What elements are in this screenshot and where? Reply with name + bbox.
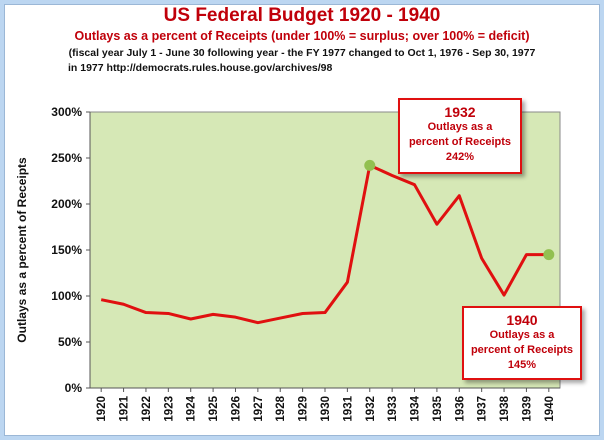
x-tick-label: 1929 bbox=[298, 396, 310, 422]
callout-1932-year: 1932 bbox=[444, 104, 476, 120]
y-tick-label: 250% bbox=[51, 151, 82, 165]
callout-1940: 1940 Outlays as a percent of Receipts 14… bbox=[462, 306, 582, 380]
x-tick-label: 1926 bbox=[230, 396, 242, 422]
callout-1932-line1: Outlays as a bbox=[427, 121, 493, 133]
callout-1932-line2: percent of Receipts bbox=[408, 136, 512, 148]
x-tick-label: 1931 bbox=[342, 395, 354, 421]
x-tick-label: 1935 bbox=[432, 395, 444, 421]
callout-1940-year: 1940 bbox=[506, 312, 538, 328]
callout-1940-line1: Outlays as a bbox=[489, 329, 555, 341]
x-tick-label: 1937 bbox=[477, 396, 489, 422]
callout-1940-line2: percent of Receipts bbox=[470, 344, 574, 356]
x-tick-label: 1939 bbox=[521, 396, 533, 422]
x-tick-label: 1936 bbox=[454, 396, 466, 422]
x-tick-label: 1930 bbox=[320, 396, 332, 422]
x-tick-label: 1923 bbox=[163, 396, 175, 422]
y-tick-label: 200% bbox=[51, 197, 82, 211]
x-tick-label: 1928 bbox=[275, 395, 287, 421]
x-tick-label: 1934 bbox=[410, 395, 422, 421]
x-tick-label: 1933 bbox=[387, 396, 399, 422]
x-tick-label: 1940 bbox=[544, 396, 556, 422]
series-line bbox=[100, 163, 549, 325]
y-tick-label: 50% bbox=[58, 335, 82, 349]
fiscal-year-note: (fiscal year July 1 - June 30 following … bbox=[68, 47, 536, 59]
x-tick-label: 1924 bbox=[186, 395, 198, 421]
marker-1940 bbox=[543, 249, 555, 261]
x-tick-label: 1932 bbox=[365, 396, 377, 422]
source-note: in 1977 http://democrats.rules.house.gov… bbox=[68, 62, 333, 74]
highlight-markers bbox=[364, 159, 555, 261]
callout-1932: 1932 Outlays as a percent of Receipts 24… bbox=[398, 98, 522, 174]
y-tick-label: 0% bbox=[65, 381, 83, 395]
y-tick-label: 300% bbox=[51, 105, 82, 119]
x-tick-label: 1938 bbox=[499, 395, 511, 421]
marker-1932 bbox=[364, 159, 376, 171]
x-tick-label: 1920 bbox=[96, 396, 108, 422]
y-axis-ticks: 0% 50% 100% 150% 200% 250% 300% bbox=[51, 105, 90, 395]
chart-subtitle: Outlays as a percent of Receipts (under … bbox=[74, 29, 530, 43]
callout-1932-value: 242% bbox=[445, 151, 475, 163]
x-tick-label: 1921 bbox=[119, 395, 131, 421]
y-axis-label: Outlays as a percent of Receipts bbox=[15, 157, 29, 343]
x-axis-ticks: 1920 1921 1922 1923 1924 1925 1926 1927 1928 1929… bbox=[96, 388, 556, 422]
x-tick-label: 1925 bbox=[208, 395, 220, 421]
x-tick-label: 1927 bbox=[253, 396, 265, 422]
callout-1940-value: 145% bbox=[507, 359, 537, 371]
chart-title: US Federal Budget 1920 - 1940 bbox=[163, 5, 441, 26]
x-tick-label: 1922 bbox=[141, 396, 153, 422]
y-tick-label: 150% bbox=[51, 243, 82, 257]
y-tick-label: 100% bbox=[51, 289, 82, 303]
